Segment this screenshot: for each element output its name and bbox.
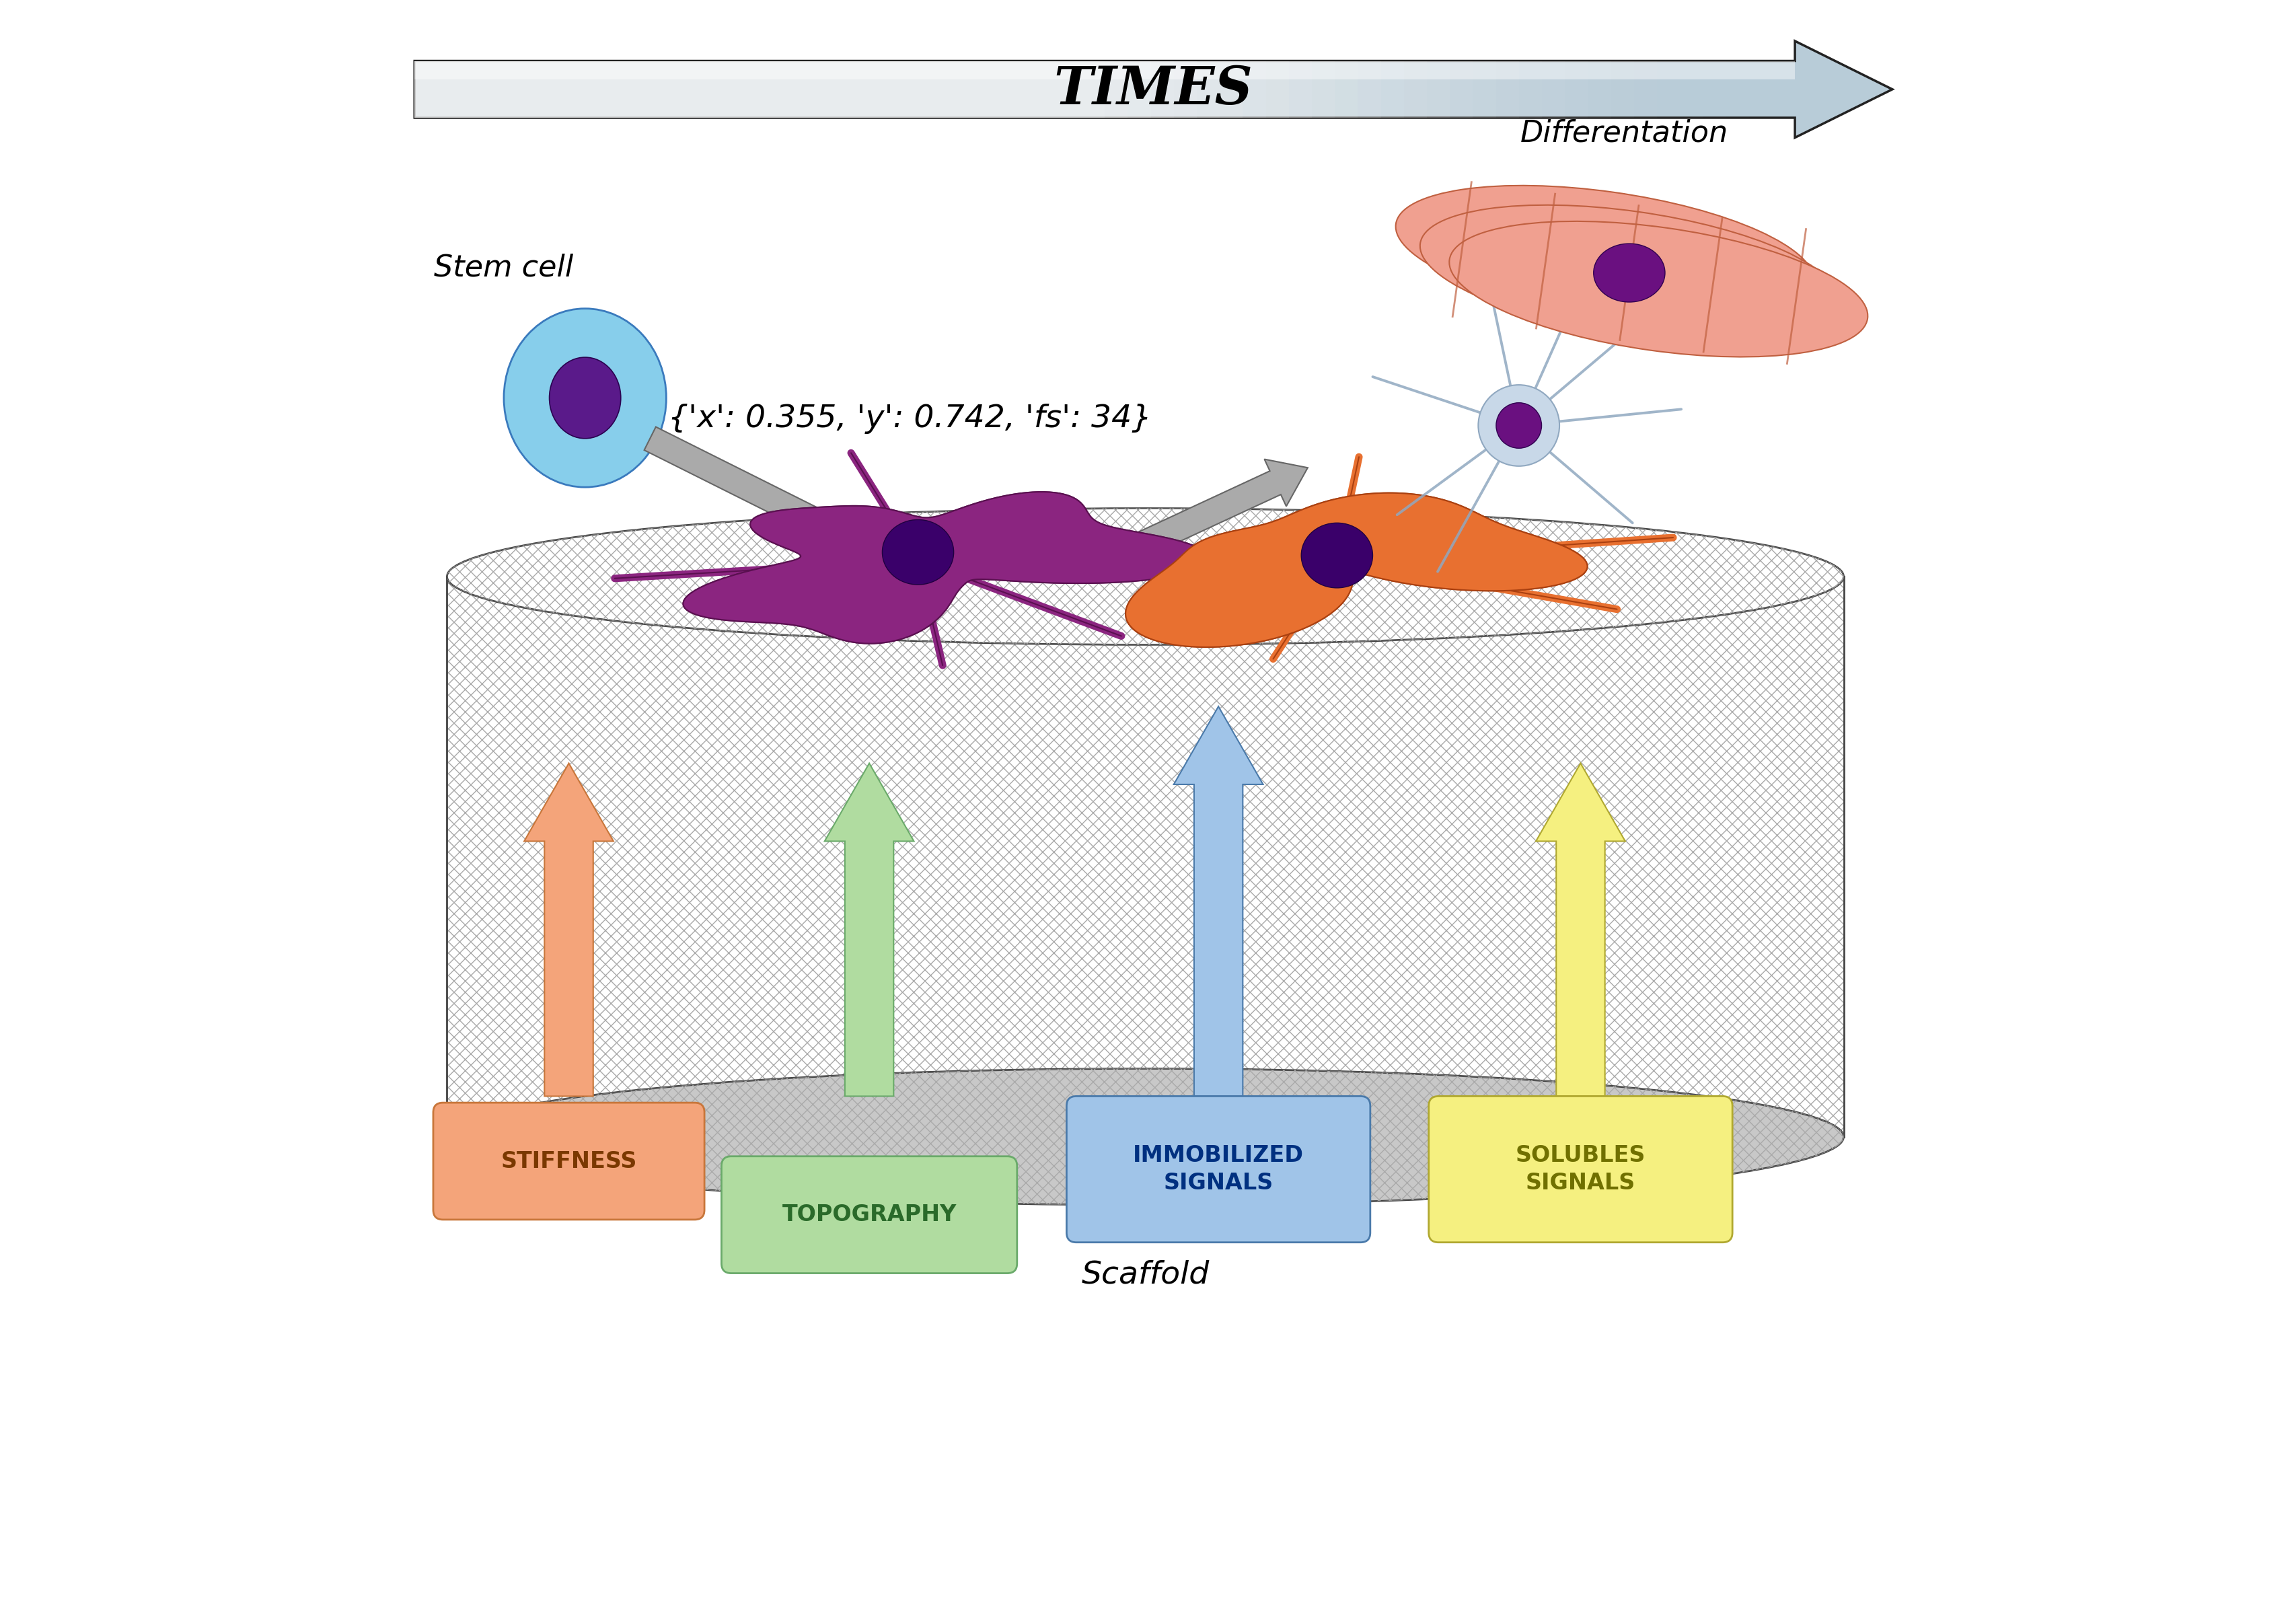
Bar xyxy=(447,577,1843,1137)
FancyBboxPatch shape xyxy=(433,1103,705,1220)
Ellipse shape xyxy=(1395,185,1814,322)
Polygon shape xyxy=(414,62,1312,119)
Ellipse shape xyxy=(882,520,953,585)
Text: Stem cell: Stem cell xyxy=(435,253,572,283)
Ellipse shape xyxy=(550,357,621,438)
Polygon shape xyxy=(414,62,1381,119)
Polygon shape xyxy=(414,62,1266,119)
Polygon shape xyxy=(414,62,1427,119)
Polygon shape xyxy=(414,62,1243,119)
Text: Scaffold: Scaffold xyxy=(1081,1260,1209,1289)
Polygon shape xyxy=(414,62,1218,119)
Bar xyxy=(447,577,1843,1137)
Polygon shape xyxy=(414,62,1195,119)
Ellipse shape xyxy=(1420,205,1839,341)
Ellipse shape xyxy=(1301,523,1372,588)
Ellipse shape xyxy=(447,508,1843,645)
Text: IMMOBILIZED
SIGNALS: IMMOBILIZED SIGNALS xyxy=(1134,1145,1303,1194)
Text: STIFFNESS: STIFFNESS xyxy=(502,1150,637,1173)
Polygon shape xyxy=(682,492,1209,643)
FancyBboxPatch shape xyxy=(1067,1096,1369,1242)
Ellipse shape xyxy=(447,1069,1843,1205)
Ellipse shape xyxy=(1495,403,1541,448)
Text: {'x': 0.355, 'y': 0.742, 'fs': 34}: {'x': 0.355, 'y': 0.742, 'fs': 34} xyxy=(669,404,1152,434)
Polygon shape xyxy=(414,41,1892,138)
Polygon shape xyxy=(1124,494,1587,646)
Text: TOPOGRAPHY: TOPOGRAPHY xyxy=(781,1203,957,1226)
Polygon shape xyxy=(414,62,1450,119)
Ellipse shape xyxy=(1477,385,1559,466)
Polygon shape xyxy=(414,62,1289,119)
Polygon shape xyxy=(414,62,1172,119)
FancyArrow shape xyxy=(1172,706,1262,1096)
FancyArrow shape xyxy=(643,427,877,559)
Polygon shape xyxy=(414,62,1358,119)
FancyArrow shape xyxy=(1120,460,1308,564)
Ellipse shape xyxy=(504,309,666,487)
Ellipse shape xyxy=(1450,221,1866,357)
FancyArrow shape xyxy=(824,763,914,1096)
FancyBboxPatch shape xyxy=(1429,1096,1731,1242)
Polygon shape xyxy=(414,62,1795,80)
Polygon shape xyxy=(414,62,1104,119)
Polygon shape xyxy=(414,62,1150,119)
Polygon shape xyxy=(682,492,1209,643)
Ellipse shape xyxy=(1594,244,1665,302)
Text: TIMES: TIMES xyxy=(1053,63,1253,115)
FancyArrow shape xyxy=(524,763,614,1096)
Polygon shape xyxy=(414,62,1404,119)
Text: SOLUBLES
SIGNALS: SOLUBLES SIGNALS xyxy=(1516,1145,1644,1194)
Polygon shape xyxy=(414,62,1127,119)
Text: Differentation: Differentation xyxy=(1521,119,1729,148)
Polygon shape xyxy=(1124,494,1587,646)
FancyBboxPatch shape xyxy=(721,1156,1017,1273)
FancyArrow shape xyxy=(1537,763,1624,1096)
Polygon shape xyxy=(414,62,1335,119)
